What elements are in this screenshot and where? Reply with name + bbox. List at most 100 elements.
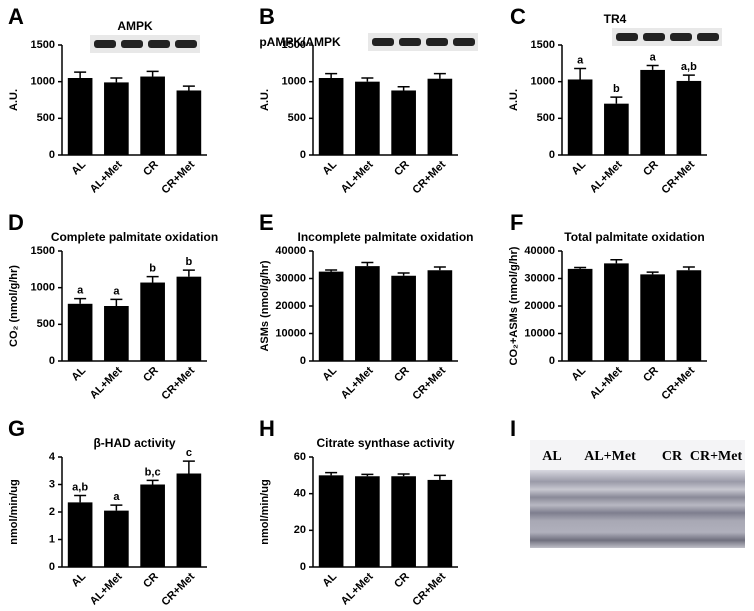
y-tick-label: 1500 (282, 39, 306, 51)
blot-band (426, 38, 448, 46)
y-tick-label: 30000 (275, 272, 306, 284)
y-tick-label: 500 (37, 112, 55, 124)
error-bar (110, 298, 123, 306)
panel-title: TR4 (604, 12, 627, 26)
bar (67, 78, 93, 155)
panel-title: β-HAD activity (93, 436, 175, 450)
y-axis-label: nmol/min/ug (259, 479, 271, 544)
bar (567, 268, 593, 361)
y-tick-label: 500 (537, 112, 555, 124)
error-bar (433, 72, 446, 79)
error-bar (610, 259, 623, 264)
bar (676, 80, 702, 155)
bar (427, 270, 453, 361)
error-bar (110, 504, 123, 511)
error-bar (397, 272, 410, 276)
error-bar (146, 275, 159, 283)
bar (176, 90, 202, 155)
bar (355, 81, 380, 155)
y-tick-label: 60 (294, 451, 306, 463)
y-tick-label: 1 (49, 533, 55, 545)
bar (391, 90, 416, 155)
error-bar (74, 297, 87, 304)
lane-label: AL+Met (584, 449, 636, 464)
panel-letter: G (8, 416, 25, 441)
x-tick-label: AL+Met (88, 158, 125, 195)
blot-band (643, 33, 665, 41)
panel-letter: C (510, 4, 526, 29)
y-axis-label: ASMs (nmol/g/hr) (259, 260, 271, 351)
x-tick-label: AL+Met (339, 570, 376, 607)
y-tick-label: 3 (49, 478, 55, 490)
y-tick-label: 1500 (31, 39, 55, 51)
lane-label: CR (662, 449, 683, 464)
bar (176, 473, 202, 567)
y-tick-label: 40000 (275, 245, 306, 257)
x-tick-label: CR+Met (410, 570, 448, 608)
bar (140, 282, 165, 361)
bar (391, 476, 416, 567)
x-tick-label: CR+Met (159, 570, 197, 608)
significance-label: a,b (681, 61, 697, 73)
y-tick-label: 20000 (524, 300, 555, 312)
blot-band (175, 40, 197, 48)
bar (355, 266, 380, 361)
x-tick-label: AL+Met (88, 570, 125, 607)
significance-label: b (149, 263, 156, 275)
y-tick-label: 4 (49, 451, 56, 463)
blot-image (90, 35, 200, 53)
blot-band (121, 40, 143, 48)
error-bar (433, 266, 446, 271)
lane-label: AL (542, 449, 561, 464)
x-tick-label: AL (569, 364, 588, 383)
significance-label: b,c (145, 466, 161, 478)
x-tick-label: CR+Met (410, 364, 448, 402)
y-axis-label: CO₂+ASMs (nmol/g/hr) (508, 246, 520, 365)
y-tick-label: 0 (49, 149, 55, 161)
bar (318, 271, 344, 361)
panel-letter: B (259, 4, 275, 29)
y-tick-label: 30000 (524, 272, 555, 284)
panel-letter: A (8, 4, 24, 29)
x-tick-label: AL (69, 158, 88, 177)
blot-band (616, 33, 638, 41)
gel-header (530, 440, 745, 470)
x-tick-label: AL+Met (588, 364, 625, 401)
significance-label: b (186, 256, 193, 268)
significance-label: a (113, 285, 120, 297)
y-tick-label: 0 (300, 149, 306, 161)
y-tick-label: 1500 (531, 39, 555, 51)
blot-band (148, 40, 170, 48)
error-bar (182, 460, 195, 474)
significance-label: a (113, 491, 120, 503)
panel-title: pAMPK/AMPK (259, 35, 341, 49)
x-tick-label: CR (641, 365, 661, 385)
error-bar (110, 77, 123, 83)
bar (318, 475, 344, 567)
x-tick-label: AL (569, 158, 588, 177)
panel-letter: H (259, 416, 275, 441)
error-bar (361, 261, 374, 267)
x-tick-label: AL+Met (88, 364, 125, 401)
significance-label: a (577, 54, 584, 66)
y-tick-label: 0 (549, 149, 555, 161)
blot-band (372, 38, 394, 46)
error-bar (574, 67, 587, 80)
bar (676, 270, 702, 361)
x-tick-label: AL+Met (588, 158, 625, 195)
error-bar (574, 266, 587, 269)
x-tick-label: AL+Met (339, 158, 376, 195)
y-tick-label: 0 (300, 355, 306, 367)
y-tick-label: 500 (288, 112, 306, 124)
error-bar (182, 269, 195, 277)
bar (104, 510, 129, 567)
y-axis-label: A.U. (508, 89, 520, 111)
panel-letter: E (259, 210, 274, 235)
blot-band (399, 38, 421, 46)
error-bar (682, 74, 695, 81)
x-tick-label: CR (392, 159, 412, 179)
x-tick-label: AL+Met (339, 364, 376, 401)
error-bar (361, 77, 374, 82)
y-axis-label: CO₂ (nmol/g/hr) (8, 265, 20, 347)
